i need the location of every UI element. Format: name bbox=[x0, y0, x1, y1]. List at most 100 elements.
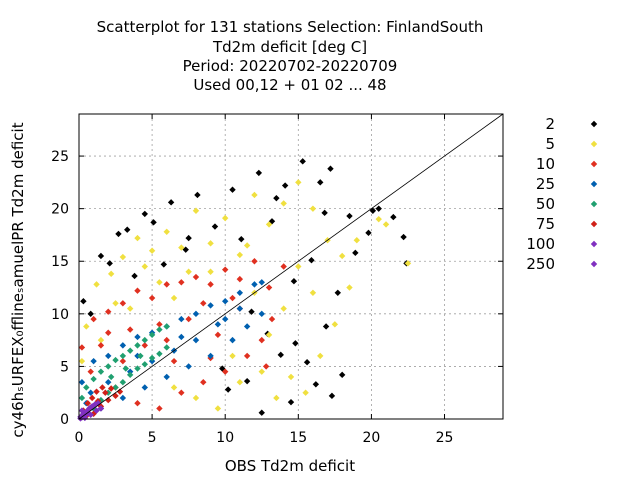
data-point bbox=[207, 302, 214, 309]
x-tick-label: 5 bbox=[148, 430, 157, 446]
legend-label: 5 bbox=[545, 135, 555, 153]
data-point bbox=[119, 253, 127, 261]
data-point bbox=[338, 371, 346, 379]
data-point bbox=[222, 368, 229, 375]
data-point bbox=[94, 400, 102, 407]
data-point bbox=[273, 194, 280, 202]
data-point bbox=[229, 352, 236, 360]
data-point bbox=[148, 294, 156, 302]
data-point bbox=[194, 191, 201, 199]
data-point bbox=[236, 289, 244, 296]
data-point bbox=[80, 298, 87, 305]
data-point bbox=[222, 266, 229, 273]
data-point bbox=[390, 213, 397, 221]
data-point bbox=[99, 384, 106, 391]
series-2 bbox=[80, 158, 410, 416]
data-point bbox=[148, 247, 156, 254]
data-point bbox=[148, 354, 156, 362]
data-point bbox=[258, 409, 265, 416]
legend-label: 50 bbox=[536, 195, 555, 213]
data-point bbox=[163, 323, 170, 330]
data-point bbox=[346, 212, 353, 220]
data-point bbox=[156, 321, 163, 328]
series-10 bbox=[78, 258, 287, 412]
data-point bbox=[214, 405, 222, 412]
data-point bbox=[126, 305, 134, 312]
data-point bbox=[207, 281, 214, 288]
legend-marker bbox=[590, 220, 598, 228]
data-point bbox=[404, 260, 412, 267]
data-point bbox=[258, 368, 265, 375]
data-point bbox=[290, 278, 298, 285]
data-point bbox=[334, 289, 341, 296]
data-point bbox=[308, 256, 315, 264]
data-point bbox=[105, 378, 112, 386]
data-point bbox=[137, 352, 144, 360]
data-point bbox=[97, 368, 105, 375]
data-point bbox=[107, 270, 115, 278]
data-point bbox=[148, 331, 156, 339]
data-point bbox=[292, 340, 299, 347]
title-line-3: Period: 20220702-20220709 bbox=[183, 57, 398, 75]
data-point bbox=[352, 249, 359, 257]
data-point bbox=[258, 310, 265, 318]
chart-title: Scatterplot for 131 stations Selection: … bbox=[97, 18, 484, 94]
data-point bbox=[238, 235, 245, 243]
data-point bbox=[222, 214, 229, 222]
data-point bbox=[255, 169, 263, 177]
plot-frame bbox=[78, 113, 504, 420]
data-point bbox=[90, 375, 97, 383]
data-point bbox=[331, 321, 339, 328]
data-point bbox=[295, 179, 302, 186]
data-point bbox=[86, 405, 93, 412]
data-point bbox=[178, 315, 185, 323]
data-point bbox=[265, 221, 273, 228]
data-point bbox=[280, 200, 287, 207]
data-point bbox=[87, 368, 94, 375]
data-point bbox=[88, 394, 96, 402]
data-point bbox=[87, 310, 94, 318]
data-point bbox=[258, 279, 265, 286]
data-point bbox=[150, 219, 157, 226]
data-point bbox=[192, 273, 200, 281]
data-point bbox=[265, 284, 273, 291]
legend-label: 75 bbox=[536, 215, 555, 233]
data-point bbox=[78, 344, 86, 351]
y-tick-label: 5 bbox=[60, 359, 69, 375]
data-point bbox=[156, 326, 163, 333]
data-point bbox=[185, 315, 192, 323]
data-point bbox=[353, 237, 360, 244]
legend-marker bbox=[590, 240, 598, 248]
data-point bbox=[119, 357, 127, 365]
data-point bbox=[280, 263, 287, 270]
data-point bbox=[207, 352, 214, 360]
diagonal-line bbox=[78, 113, 504, 420]
data-point bbox=[87, 389, 94, 396]
data-point bbox=[178, 244, 185, 251]
data-point bbox=[134, 342, 141, 349]
legend-label: 25 bbox=[536, 175, 555, 193]
y-tick-label: 10 bbox=[51, 307, 69, 323]
data-point bbox=[105, 329, 112, 336]
data-point bbox=[243, 352, 251, 360]
data-point bbox=[163, 336, 170, 344]
x-tick-label: 15 bbox=[289, 430, 307, 446]
data-point bbox=[375, 215, 382, 223]
data-points bbox=[77, 158, 412, 422]
data-point bbox=[156, 279, 163, 286]
data-point bbox=[163, 344, 170, 351]
data-point bbox=[156, 405, 163, 412]
data-point bbox=[106, 260, 113, 267]
data-point bbox=[309, 289, 317, 296]
y-tick-label: 20 bbox=[51, 202, 69, 218]
data-point bbox=[124, 226, 131, 233]
data-point bbox=[93, 281, 100, 288]
legend-label: 2 bbox=[545, 115, 555, 133]
data-point bbox=[170, 294, 178, 302]
data-point bbox=[141, 336, 148, 344]
data-point bbox=[93, 388, 100, 395]
data-point bbox=[211, 223, 219, 230]
data-point bbox=[141, 210, 148, 218]
data-point bbox=[116, 388, 124, 395]
legend-marker bbox=[590, 120, 598, 128]
